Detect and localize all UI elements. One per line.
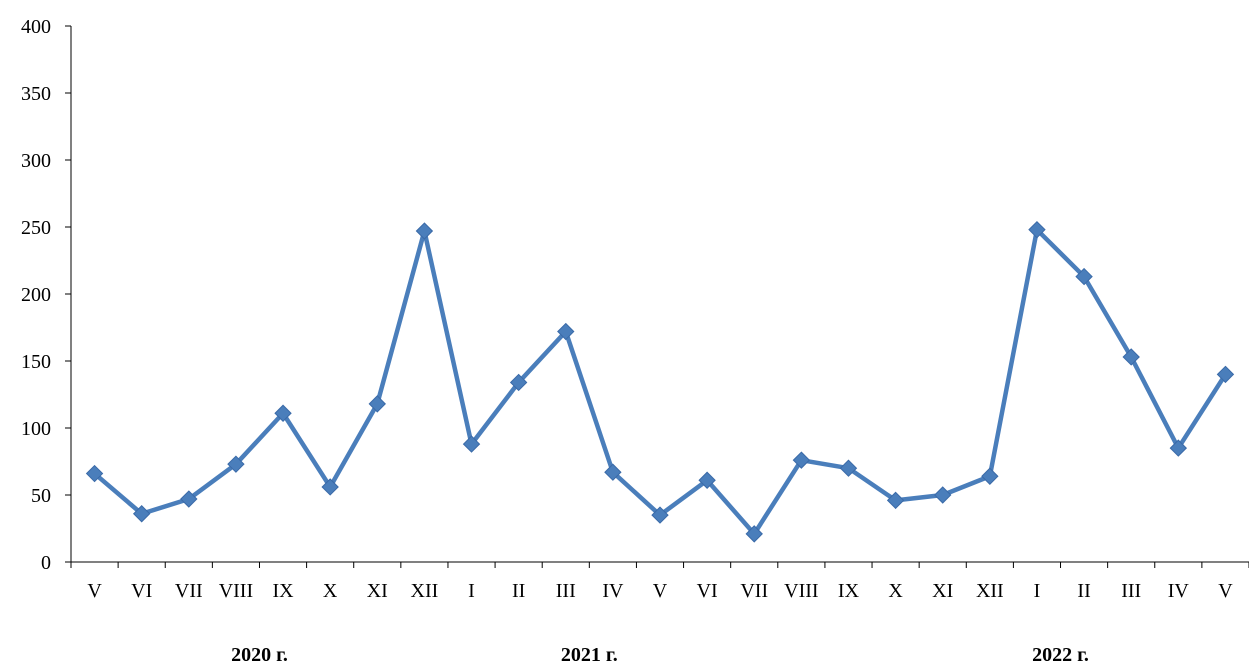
year-label: 2021 г.	[561, 644, 618, 666]
data-point-marker	[132, 505, 151, 523]
x-tick-label: XI	[932, 580, 953, 602]
data-point-marker	[886, 491, 905, 510]
data-point-marker	[85, 464, 104, 483]
series	[85, 220, 1235, 543]
x-tick-label: I	[1034, 580, 1041, 602]
data-point-marker	[368, 395, 386, 413]
data-point-marker	[227, 455, 245, 473]
x-tick-label: VIII	[219, 580, 253, 602]
x-tick-label: X	[323, 580, 338, 602]
data-point-marker	[792, 451, 811, 469]
data-point-marker	[462, 435, 481, 453]
data-point-marker	[557, 322, 575, 341]
y-tick-label: 250	[21, 217, 51, 239]
data-point-marker	[274, 404, 292, 422]
y-tick-label: 200	[21, 284, 51, 306]
y-tick-label: 150	[21, 351, 51, 373]
year-labels: 2020 г. 2021 г. 2022 г.	[231, 644, 1089, 666]
y-tick-label: 100	[21, 418, 51, 440]
year-label: 2020 г.	[231, 644, 288, 666]
x-tick-label: V	[87, 580, 102, 602]
x-tick-label: III	[1121, 580, 1141, 602]
x-tick-label: X	[888, 580, 903, 602]
series-line	[93, 227, 1228, 537]
x-tick-label: XI	[367, 580, 388, 602]
x-tick-label: V	[1218, 580, 1233, 602]
y-tick-label: 0	[41, 552, 51, 574]
x-tick-label: V	[653, 580, 668, 602]
data-point-marker	[1216, 365, 1235, 384]
x-tick-label: XII	[976, 580, 1004, 602]
x-tick-label: VII	[175, 580, 203, 602]
x-axis-ticks: V VI VII VIII IX X XI XII I II III IV V VI VII VIII IX X X…	[70, 562, 1249, 602]
x-tick-label: VIII	[784, 580, 818, 602]
data-point-marker	[934, 486, 952, 504]
data-point-marker	[321, 478, 339, 496]
x-tick-label: III	[556, 580, 576, 602]
x-tick-label: II	[1077, 580, 1090, 602]
y-tick-label: 400	[21, 16, 51, 38]
x-tick-label: VI	[697, 580, 718, 602]
data-point-marker	[981, 467, 999, 485]
x-tick-label: VI	[131, 580, 152, 602]
data-point-marker	[1169, 439, 1188, 457]
year-label: 2022 г.	[1032, 644, 1089, 666]
data-point-marker	[509, 373, 528, 392]
data-point-marker	[839, 459, 858, 477]
y-tick-label: 50	[31, 485, 51, 507]
x-tick-label: IX	[838, 580, 860, 602]
x-tick-label: XII	[411, 580, 439, 602]
x-tick-label: I	[468, 580, 475, 602]
y-tick-label: 300	[21, 150, 51, 172]
y-axis-ticks: 0 50 100 150 200 250 300 350 400	[21, 16, 71, 574]
x-tick-label: VII	[740, 580, 768, 602]
data-point-marker	[698, 471, 716, 489]
data-point-marker	[180, 490, 198, 508]
data-point-marker	[415, 222, 434, 240]
axes	[70, 26, 1249, 563]
data-point-marker	[604, 463, 622, 481]
y-tick-label: 350	[21, 83, 51, 105]
data-point-marker	[1075, 267, 1093, 286]
data-point-marker	[745, 525, 763, 543]
data-point-marker	[651, 506, 669, 524]
x-tick-label: IV	[602, 580, 624, 602]
x-tick-label: IX	[272, 580, 294, 602]
data-point-marker	[1028, 220, 1046, 239]
x-tick-label: II	[512, 580, 525, 602]
x-tick-label: IV	[1168, 580, 1190, 602]
data-point-marker	[1122, 348, 1140, 366]
